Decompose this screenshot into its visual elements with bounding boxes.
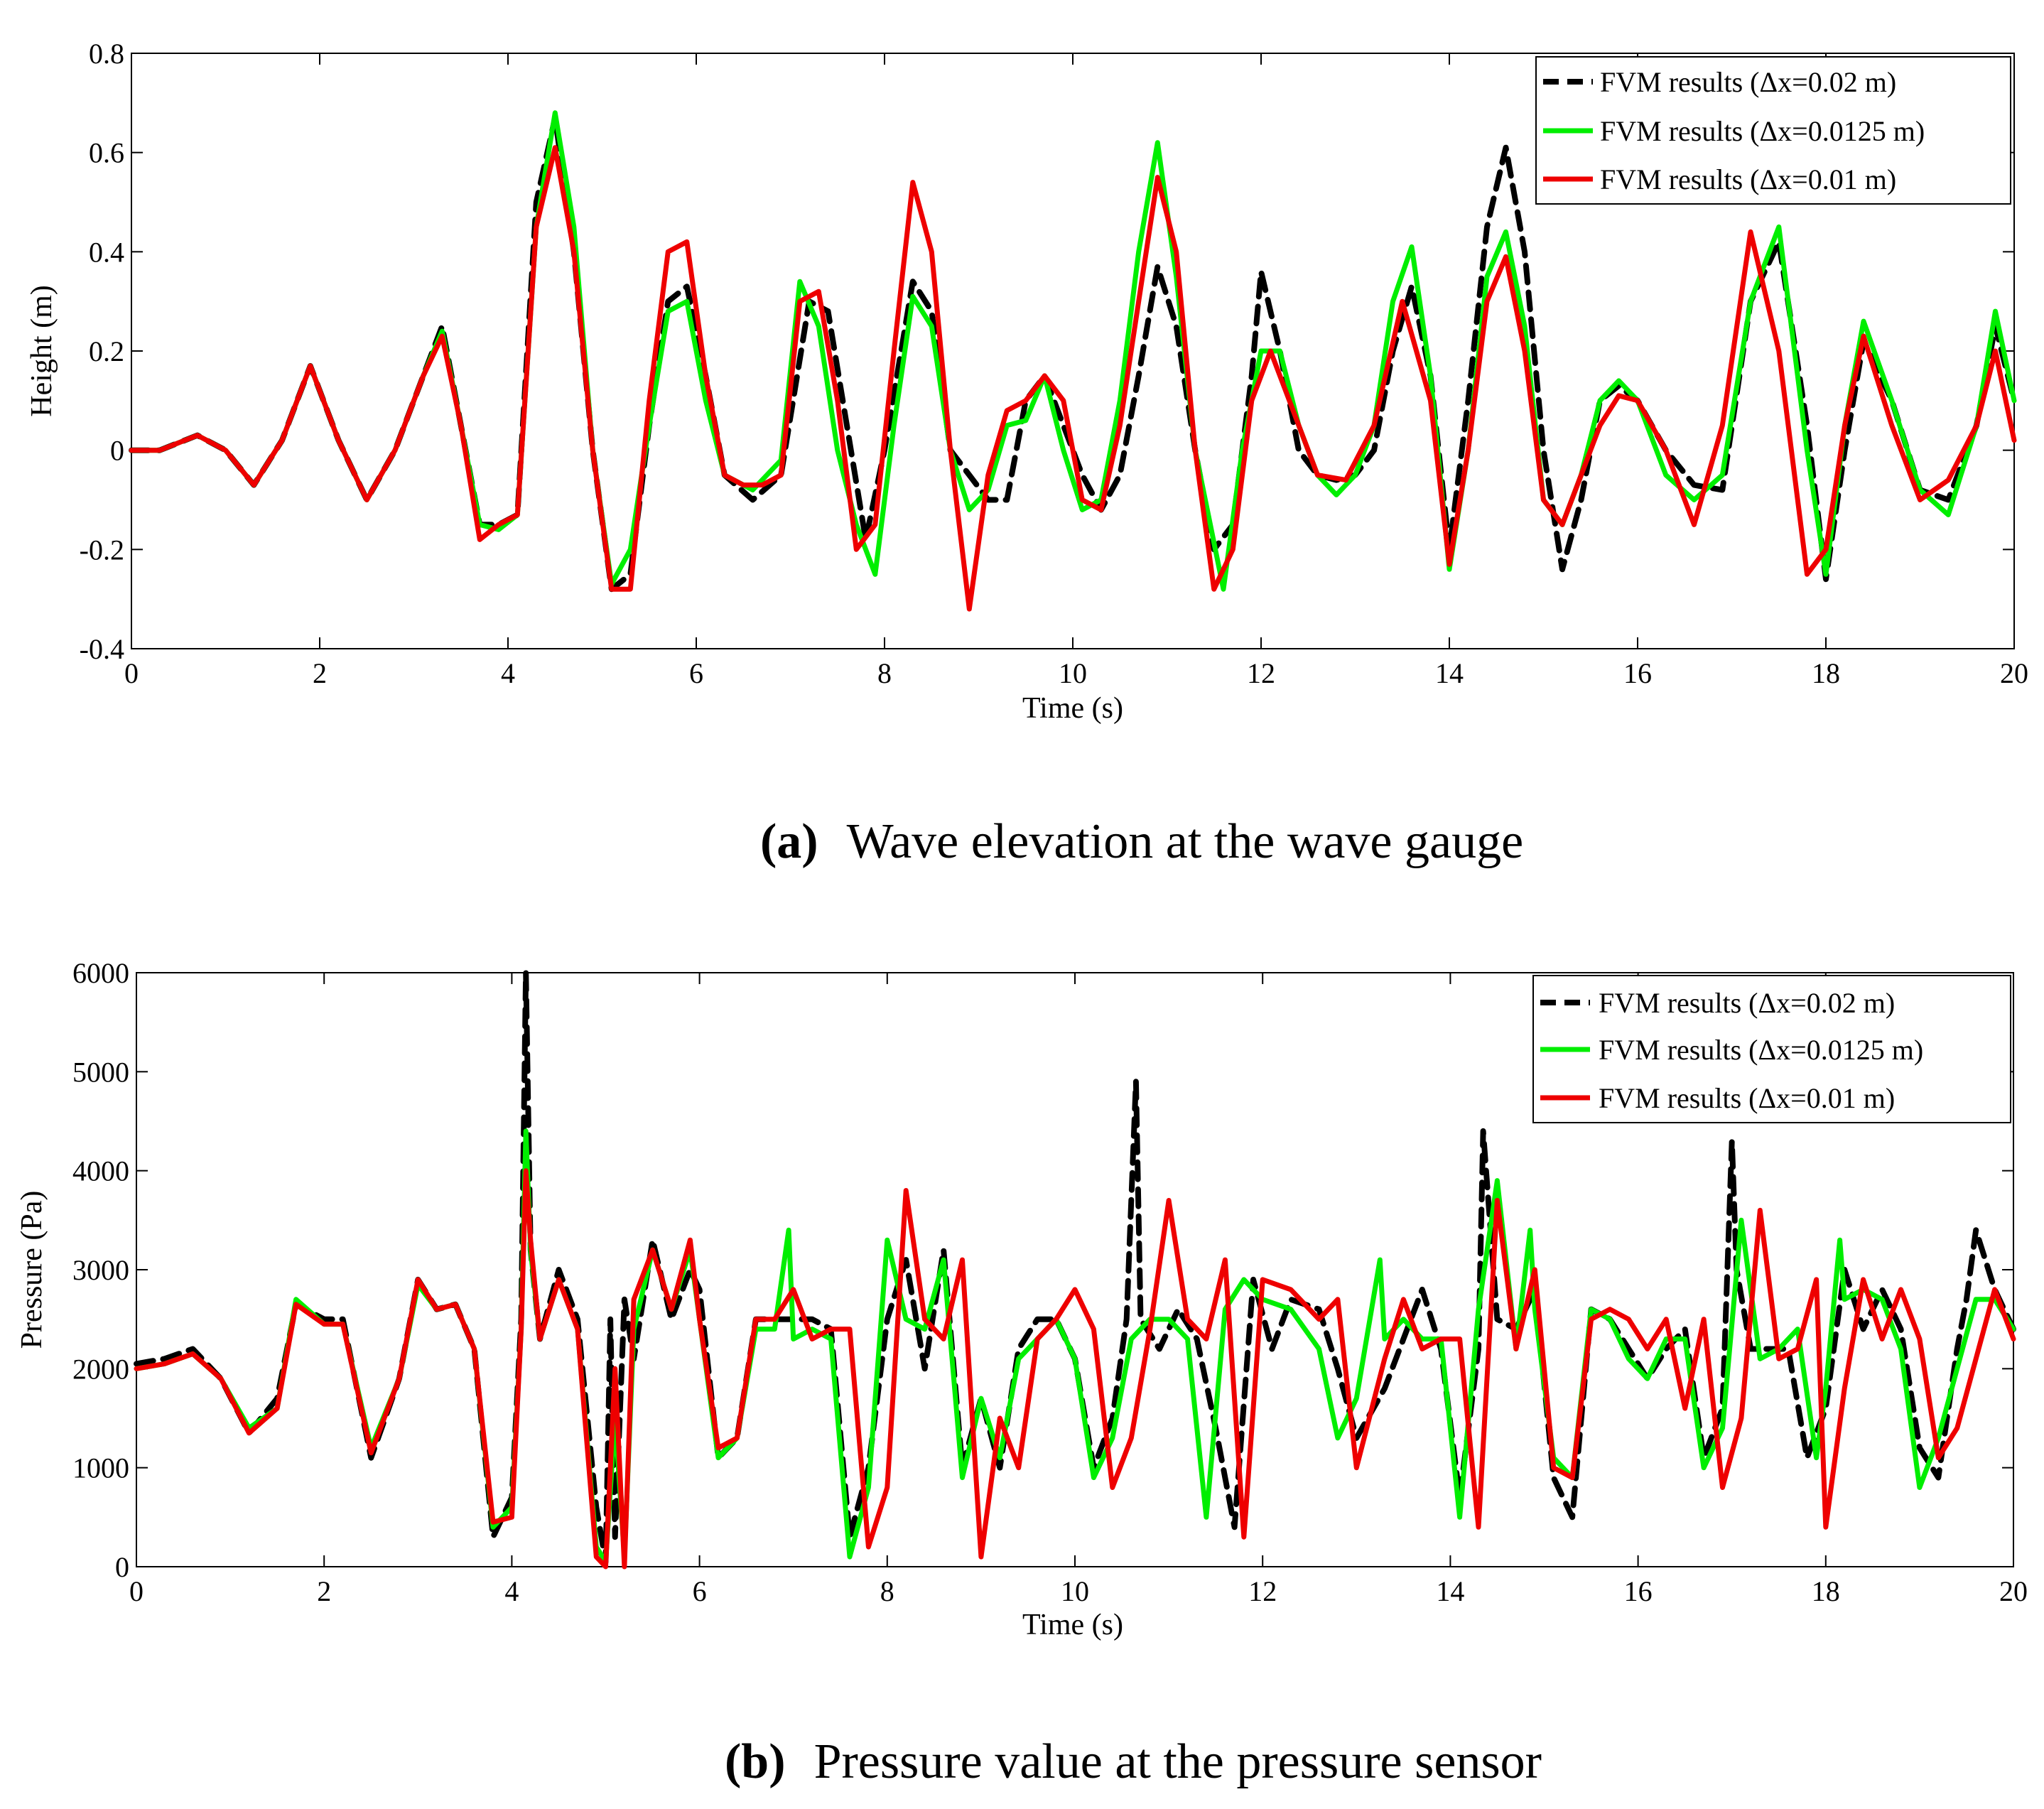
x-axis-label-a: Time (s) (1022, 692, 1123, 725)
legend-label-b-0: FVM results (Δx=0.02 m) (1599, 987, 1895, 1019)
y-axis-label-a: Height (m) (26, 285, 58, 416)
y-tick-label-a-5: 0.6 (89, 137, 124, 169)
x-tick-label-b-9: 18 (1812, 1575, 1840, 1607)
x-tick-label-a-1: 2 (313, 657, 327, 689)
x-tick-label-b-8: 16 (1624, 1575, 1653, 1607)
series-line-a-2 (129, 145, 2017, 612)
x-tick-label-a-5: 10 (1059, 657, 1087, 689)
y-tick-label-b-0: 0 (115, 1551, 129, 1583)
y-tick-label-b-4: 4000 (72, 1155, 129, 1187)
x-tick-label-a-4: 8 (877, 657, 892, 689)
x-tick-label-a-2: 4 (501, 657, 515, 689)
caption-a: (a) Wave elevation at the wave gauge (760, 814, 1523, 870)
series-line-b-2 (134, 1168, 2016, 1570)
x-axis-label-b: Time (s) (1022, 1609, 1123, 1641)
chart-b: 0 2 4 6 8 10 12 14 16 18 20 0 1000 2000 3000 4000 5000 60… (16, 957, 2028, 1641)
y-tick-label-a-3: 0.2 (89, 335, 124, 367)
caption-a-text: Wave elevation at the wave gauge (846, 814, 1524, 869)
y-tick-label-b-2: 2000 (72, 1353, 129, 1385)
x-tick-label-a-0: 0 (124, 657, 139, 689)
legend-label-a-0: FVM results (Δx=0.02 m) (1600, 66, 1896, 98)
series-group-a (129, 110, 2017, 612)
y-tick-label-a-0: -0.4 (80, 633, 124, 665)
x-tick-label-b-4: 8 (880, 1575, 894, 1607)
y-tick-label-a-6: 0.8 (89, 38, 124, 70)
legend-box-a (1535, 56, 2011, 205)
x-tick-label-b-2: 4 (504, 1575, 519, 1607)
legend-box-b (1532, 975, 2011, 1123)
legend-label-a-1: FVM results (Δx=0.0125 m) (1600, 115, 1925, 147)
legend-a: FVM results (Δx=0.02 m) FVM results (Δx=… (1535, 56, 2011, 205)
y-axis-label-b: Pressure (Pa) (16, 1191, 48, 1349)
legend-label-b-1: FVM results (Δx=0.0125 m) (1599, 1034, 1923, 1066)
legend-label-b-2: FVM results (Δx=0.01 m) (1599, 1082, 1895, 1114)
x-tick-label-b-6: 12 (1248, 1575, 1277, 1607)
caption-b-text: Pressure value at the pressure sensor (813, 1734, 1542, 1789)
x-tick-label-a-6: 12 (1247, 657, 1275, 689)
y-tick-label-b-3: 3000 (72, 1254, 129, 1286)
caption-b: (b) Pressure value at the pressure sensor (725, 1734, 1542, 1791)
y-tick-label-b-1: 1000 (72, 1452, 129, 1484)
y-tick-label-a-2: 0 (110, 435, 124, 467)
legend-b: FVM results (Δx=0.02 m) FVM results (Δx=… (1532, 975, 2011, 1123)
x-tick-label-a-8: 16 (1623, 657, 1652, 689)
series-group-b (134, 970, 2016, 1570)
y-tick-label-a-4: 0.4 (89, 236, 124, 268)
x-tick-label-b-3: 6 (693, 1575, 707, 1607)
x-tick-label-a-9: 18 (1812, 657, 1840, 689)
x-tick-label-a-7: 14 (1435, 657, 1464, 689)
ticks-b: 0 2 4 6 8 10 12 14 16 18 20 0 1000 2000 3000 4000 5000 60… (72, 957, 2028, 1607)
caption-b-label: (b) (725, 1734, 786, 1789)
chart-a: 0 2 4 6 8 10 12 14 16 18 20 -0.4 -0.2 0 0.2 0.4 0.6 0.8 T… (26, 38, 2028, 725)
x-tick-label-b-7: 14 (1436, 1575, 1464, 1607)
x-tick-label-b-1: 2 (317, 1575, 331, 1607)
x-tick-label-a-3: 6 (689, 657, 703, 689)
y-tick-label-b-6: 6000 (72, 957, 129, 989)
legend-label-a-2: FVM results (Δx=0.01 m) (1600, 163, 1896, 195)
x-tick-label-a-10: 20 (2000, 657, 2028, 689)
ticks-a: 0 2 4 6 8 10 12 14 16 18 20 -0.4 -0.2 0 0.2 0.4 0.6 0.8 (80, 38, 2028, 689)
caption-a-label: (a) (760, 814, 818, 869)
x-tick-label-b-10: 20 (1999, 1575, 2028, 1607)
y-tick-label-b-5: 5000 (72, 1056, 129, 1088)
y-tick-label-a-1: -0.2 (80, 534, 124, 566)
x-tick-label-b-5: 10 (1061, 1575, 1089, 1607)
x-tick-label-b-0: 0 (129, 1575, 144, 1607)
